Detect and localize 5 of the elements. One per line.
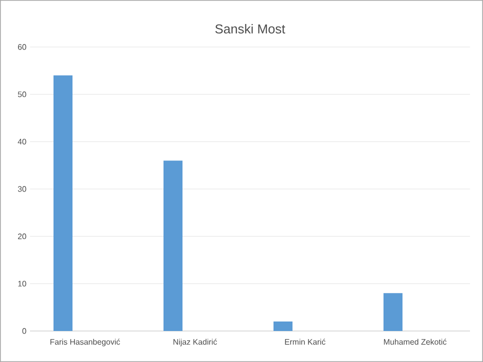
bar (54, 75, 73, 331)
bar (274, 322, 293, 331)
chart-title: Sanski Most (215, 24, 286, 34)
bar (384, 293, 403, 331)
bar (164, 160, 183, 331)
